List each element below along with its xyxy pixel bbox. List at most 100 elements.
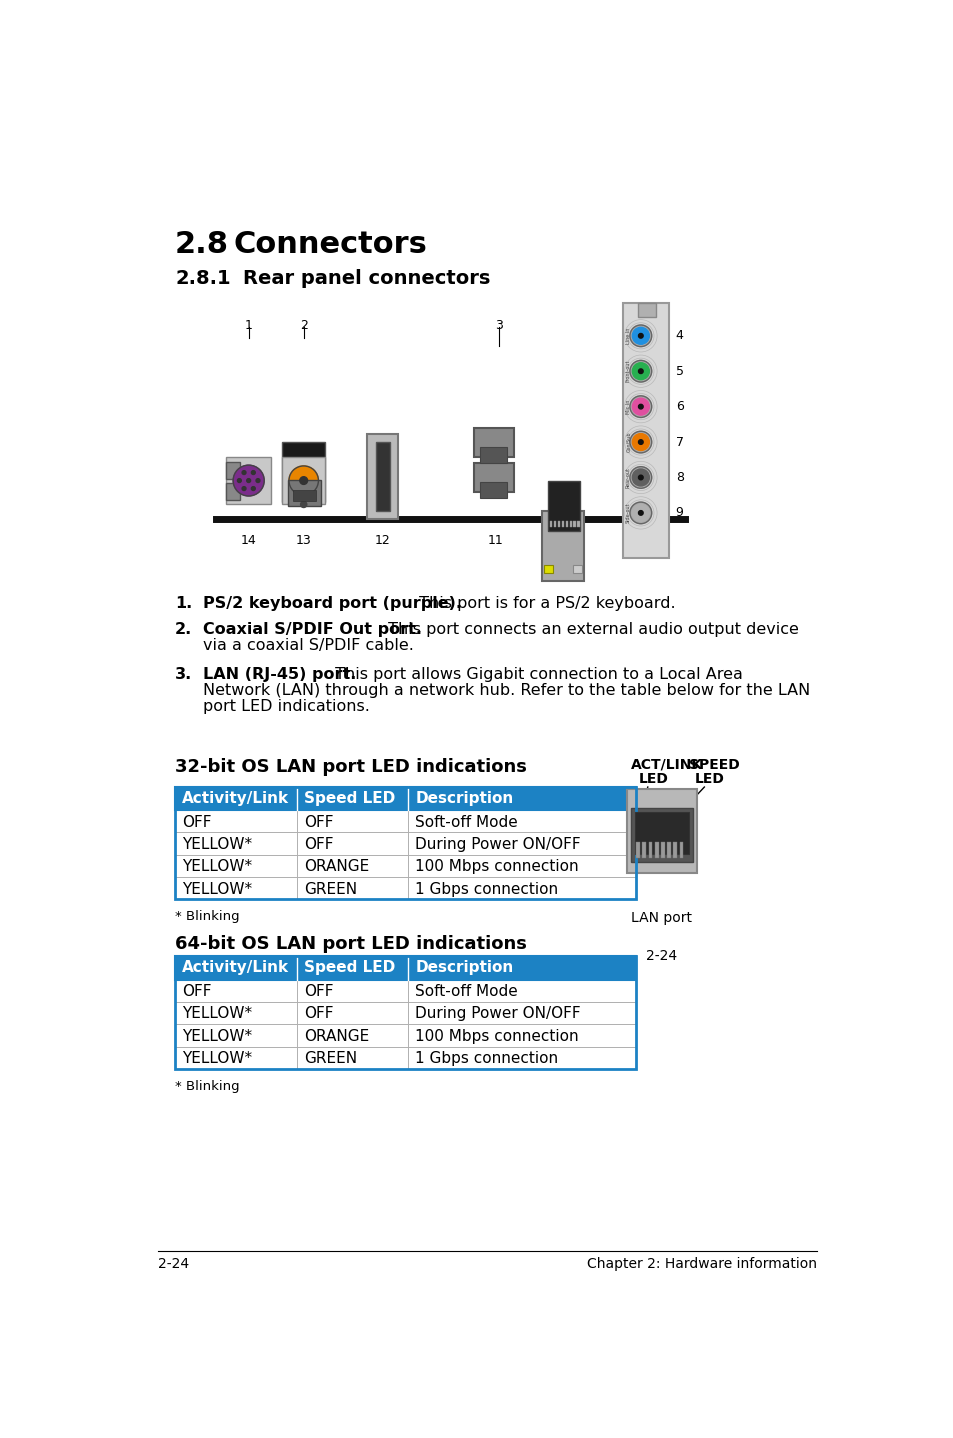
Bar [479, 482, 506, 498]
Text: SPEED: SPEED [688, 758, 739, 772]
Text: 8: 8 [675, 472, 683, 485]
Text: GREEN: GREEN [304, 881, 357, 897]
Circle shape [632, 398, 649, 416]
Text: Cen/Sub: Cen/Sub [625, 431, 630, 453]
Circle shape [638, 475, 642, 480]
Text: 100 Mbps connection: 100 Mbps connection [415, 1028, 578, 1044]
Bar [174, 979, 636, 1002]
Circle shape [247, 479, 251, 483]
Text: OFF: OFF [182, 815, 212, 830]
Text: Rear panel connectors: Rear panel connectors [243, 269, 490, 288]
Bar [474, 429, 514, 457]
Bar [654, 843, 658, 858]
Text: OFF: OFF [182, 984, 212, 999]
Circle shape [242, 470, 246, 475]
Circle shape [629, 361, 651, 383]
Bar [673, 843, 677, 858]
Circle shape [629, 325, 651, 347]
Circle shape [233, 464, 264, 496]
Circle shape [638, 510, 642, 515]
Bar [541, 512, 583, 581]
Text: Connectors: Connectors [233, 230, 427, 259]
Bar [634, 811, 688, 854]
Text: Chapter 2: Hardware information: Chapter 2: Hardware information [586, 1257, 816, 1271]
Bar [577, 521, 579, 526]
Text: YELLOW*: YELLOW* [182, 837, 252, 853]
Circle shape [629, 502, 651, 523]
Text: 32-bit OS LAN port LED indications: 32-bit OS LAN port LED indications [174, 758, 526, 775]
Text: 4: 4 [675, 329, 683, 342]
Bar [174, 787, 636, 899]
Text: LAN port: LAN port [631, 912, 692, 925]
Text: Description: Description [415, 961, 513, 975]
Text: Activity/Link: Activity/Link [182, 791, 289, 805]
Text: Mic In: Mic In [625, 400, 630, 414]
Bar [174, 1047, 636, 1068]
Text: 1.: 1. [174, 597, 193, 611]
Bar [558, 521, 559, 526]
Text: YELLOW*: YELLOW* [182, 881, 252, 897]
Circle shape [638, 440, 642, 444]
Bar [666, 843, 670, 858]
Bar [174, 1024, 636, 1047]
Bar [174, 877, 636, 899]
Bar [174, 854, 636, 877]
Text: 7: 7 [675, 436, 683, 449]
Text: 2-24: 2-24 [645, 949, 677, 962]
Bar [282, 457, 324, 503]
Text: 6: 6 [675, 400, 683, 413]
Circle shape [632, 469, 649, 486]
Text: Rear-out: Rear-out [625, 467, 630, 487]
Bar [226, 483, 240, 500]
Text: 5: 5 [675, 365, 683, 378]
Text: 13: 13 [295, 535, 312, 548]
Bar [572, 565, 581, 572]
Text: OFF: OFF [304, 1007, 334, 1021]
Text: 2.8: 2.8 [174, 230, 229, 259]
Text: 12: 12 [375, 535, 390, 548]
Text: YELLOW*: YELLOW* [182, 1051, 252, 1066]
Text: 11: 11 [487, 535, 502, 548]
Circle shape [629, 395, 651, 417]
Text: 1 Gbps connection: 1 Gbps connection [415, 1051, 558, 1066]
Bar [569, 521, 571, 526]
Text: via a coaxial S/PDIF cable.: via a coaxial S/PDIF cable. [203, 638, 414, 653]
Bar [174, 956, 636, 979]
Circle shape [255, 479, 259, 483]
Text: 10: 10 [554, 535, 570, 548]
Circle shape [632, 434, 649, 450]
Text: 2: 2 [299, 319, 307, 332]
Text: Soft-off Mode: Soft-off Mode [415, 984, 517, 999]
Circle shape [632, 328, 649, 344]
Circle shape [629, 467, 651, 489]
Text: This port connects an external audio output device: This port connects an external audio out… [382, 623, 798, 637]
Circle shape [252, 470, 255, 475]
Text: During Power ON/OFF: During Power ON/OFF [415, 837, 580, 853]
Bar [375, 441, 390, 512]
Text: 1: 1 [245, 319, 253, 332]
Text: Front-out: Front-out [625, 360, 630, 383]
Bar [636, 843, 639, 858]
Bar [288, 480, 320, 506]
Bar [293, 490, 315, 500]
Text: 64-bit OS LAN port LED indications: 64-bit OS LAN port LED indications [174, 935, 526, 953]
Text: port LED indications.: port LED indications. [203, 699, 370, 715]
Text: LED: LED [695, 772, 724, 785]
Text: Speed LED: Speed LED [304, 961, 395, 975]
Bar [479, 447, 506, 463]
Bar [550, 521, 552, 526]
Bar [648, 843, 652, 858]
Text: 2-24: 2-24 [158, 1257, 189, 1271]
Circle shape [299, 477, 307, 485]
Text: This port allows Gigabit connection to a Local Area: This port allows Gigabit connection to a… [330, 667, 742, 682]
Text: 2.: 2. [174, 623, 193, 637]
Bar [543, 565, 553, 572]
Circle shape [300, 502, 307, 508]
Circle shape [638, 404, 642, 408]
Text: OFF: OFF [304, 984, 334, 999]
Bar [573, 521, 575, 526]
Text: Network (LAN) through a network hub. Refer to the table below for the LAN: Network (LAN) through a network hub. Ref… [203, 683, 809, 697]
Bar [474, 463, 514, 492]
Bar [638, 303, 655, 318]
Text: 1 Gbps connection: 1 Gbps connection [415, 881, 558, 897]
